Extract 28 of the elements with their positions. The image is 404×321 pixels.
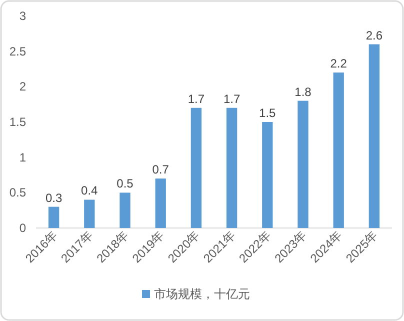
bar (48, 206, 60, 228)
bar (155, 178, 166, 228)
bar (298, 100, 308, 228)
y-tick-label: 1 (19, 150, 26, 164)
y-tick-label: 1.5 (9, 115, 26, 129)
data-label: 1.7 (188, 92, 205, 106)
y-tick-label: 0 (19, 221, 26, 235)
data-label: 0.7 (152, 162, 170, 177)
data-label: 2.6 (366, 28, 383, 42)
data-label: 1.5 (259, 106, 276, 120)
bar (226, 108, 238, 228)
y-tick-label: 2 (19, 80, 26, 94)
bar (368, 44, 380, 228)
bar (333, 72, 344, 228)
data-label: 2.2 (330, 56, 348, 71)
data-label: 1.8 (294, 84, 312, 99)
y-tick-label: 2.5 (9, 44, 26, 58)
bar (262, 122, 273, 228)
bar (190, 108, 202, 228)
y-tick-label: 0.5 (9, 186, 26, 200)
bar (84, 200, 95, 228)
legend: 市场规模，十亿元 (142, 287, 250, 301)
y-tick-label: 3 (19, 9, 26, 23)
data-label: 0.4 (81, 184, 98, 198)
data-label: 1.7 (223, 92, 240, 106)
bar (120, 192, 130, 228)
data-label: 0.3 (45, 190, 62, 205)
data-label: 0.5 (116, 176, 134, 191)
